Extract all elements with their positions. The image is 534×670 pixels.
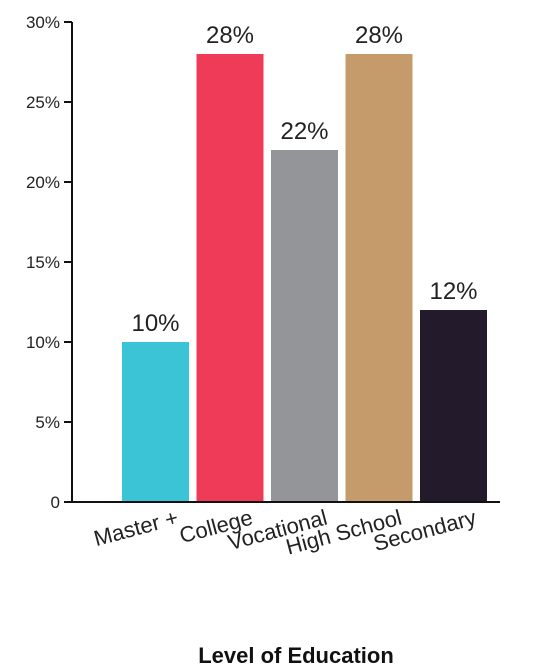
y-tick-label: 25% xyxy=(26,93,60,112)
bar-value-label: 10% xyxy=(131,310,179,337)
y-axis-ticks: 0 5% 10% 15% 20% 25% 30% xyxy=(26,13,72,512)
y-tick-label: 30% xyxy=(26,13,60,32)
y-tick-label: 0 xyxy=(51,493,60,512)
y-tick-label: 20% xyxy=(26,173,60,192)
bar-value-label: 28% xyxy=(206,22,254,49)
y-tick-label: 5% xyxy=(35,413,60,432)
bar xyxy=(345,54,413,502)
bar xyxy=(122,342,189,502)
bar-value-label: 22% xyxy=(280,118,328,145)
y-tick-label: 10% xyxy=(26,333,60,352)
x-axis-title: Level of Education xyxy=(198,643,394,668)
bar xyxy=(420,310,487,502)
bar xyxy=(196,54,264,502)
bar-value-label: 12% xyxy=(429,278,477,305)
y-tick-label: 15% xyxy=(26,253,60,272)
bar xyxy=(271,150,338,502)
bars xyxy=(122,54,487,502)
bar-value-label: 28% xyxy=(355,22,403,49)
bar-value-labels: 10% 28% 22% 28% 12% xyxy=(131,22,477,337)
x-category-label: Master + xyxy=(91,505,181,551)
